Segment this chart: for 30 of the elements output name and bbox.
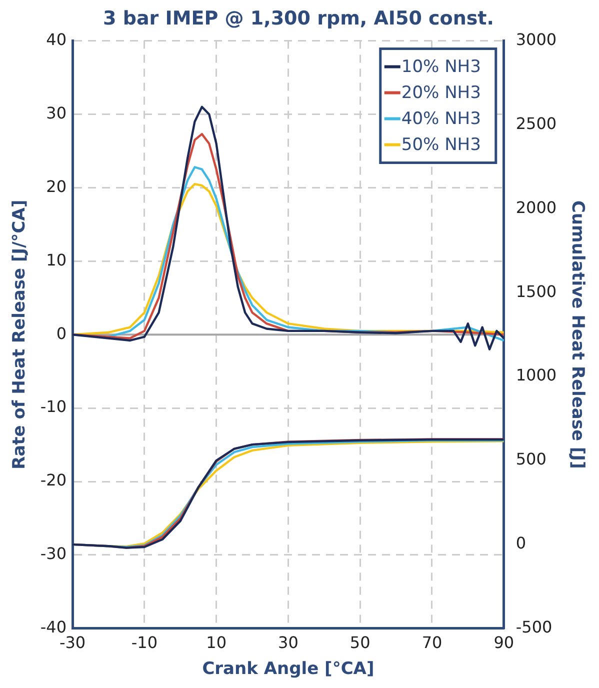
x-tick-label: 70 [422, 633, 442, 652]
x-tick-label: -10 [131, 633, 158, 652]
y2-tick-label: 3000 [516, 30, 557, 49]
y2-tick-label: 1000 [516, 366, 557, 385]
y2-axis-title: Cumulative Heat Release [J] [567, 200, 588, 469]
x-tick-label: 10 [206, 633, 226, 652]
chart-title: 3 bar IMEP @ 1,300 rpm, AI50 const. [103, 7, 494, 30]
legend-label: 20% NH3 [401, 83, 481, 104]
legend-label: 50% NH3 [401, 135, 481, 156]
y-tick-label: -10 [40, 397, 67, 416]
y-tick-label: 20 [46, 176, 67, 196]
y-tick-label: 40 [46, 30, 67, 49]
y-tick-label: 0 [56, 324, 67, 343]
y2-tick-label: 2500 [516, 114, 557, 133]
y2-tick-label: 0 [516, 534, 526, 553]
y-axis-title: Rate of Heat Release [J/°CA] [10, 200, 30, 470]
y-tick-label: -30 [40, 544, 67, 564]
y2-tick-label: 1500 [516, 282, 557, 301]
y-tick-label: 10 [46, 250, 67, 270]
y2-tick-label: -500 [516, 618, 552, 637]
x-tick-label: 50 [350, 633, 370, 652]
x-tick-label: 90 [494, 633, 514, 652]
x-axis-title: Crank Angle [°CA] [202, 659, 374, 680]
y2-tick-label: 500 [516, 450, 546, 469]
legend-label: 40% NH3 [401, 109, 481, 130]
y-tick-label: -20 [40, 470, 67, 490]
y-tick-label: 30 [46, 103, 67, 122]
y2-tick-label: 2000 [516, 198, 557, 217]
x-tick-label: 30 [278, 633, 298, 652]
legend-label: 10% NH3 [401, 57, 481, 78]
